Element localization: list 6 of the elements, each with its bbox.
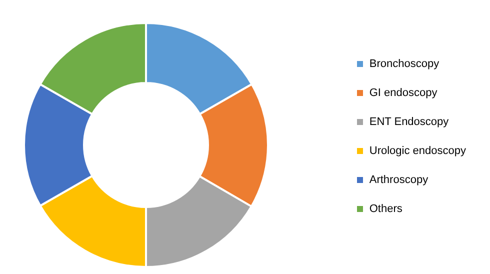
- legend-label: Bronchoscopy: [369, 58, 440, 70]
- legend-label: ENT Endoscopy: [369, 116, 449, 128]
- legend-label: Others: [369, 203, 402, 215]
- legend-label: Arthroscopy: [369, 174, 428, 186]
- legend-label: GI endoscopy: [369, 87, 438, 99]
- legend-label: Urologic endoscopy: [369, 145, 466, 157]
